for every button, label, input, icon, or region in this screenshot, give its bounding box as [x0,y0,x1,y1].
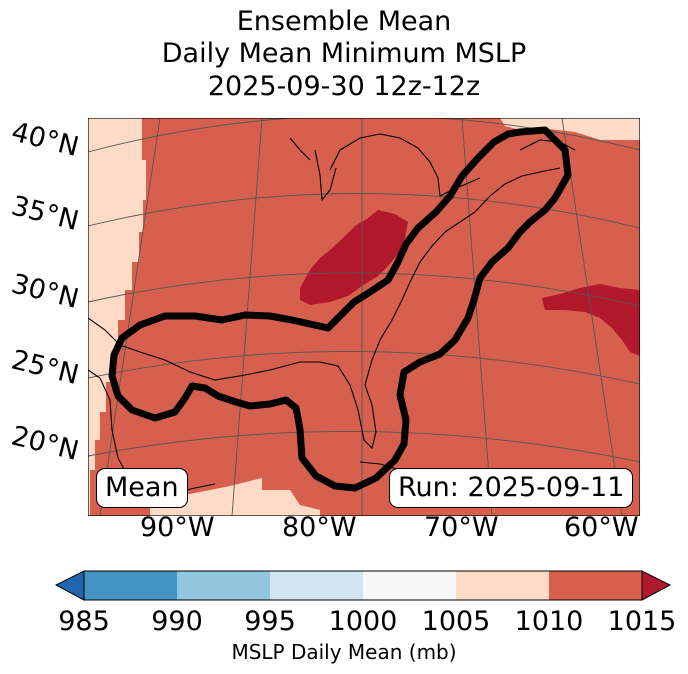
colorbar-label: MSLP Daily Mean (mb) [231,640,457,664]
colorbar-bin-1000-1005 [363,571,456,600]
colorbar-tick-1000: 1000 [328,606,398,637]
title-line-1: Ensemble Mean [236,6,452,37]
lon-label-70w: 70°W [424,512,499,543]
lon-label-60w: 60°W [564,512,639,543]
lon-label-90w: 90°W [140,512,215,543]
pressure-field-above-1015-east [542,284,640,356]
colorbar-tick-1015: 1015 [607,606,677,637]
colorbar-bin-995-1000 [270,571,363,600]
mean-label-box: Mean [96,468,188,508]
colorbar-bin-1005-1010 [456,571,549,600]
colorbar-tick-995: 995 [244,606,296,637]
colorbar-extend-low [54,570,85,601]
pressure-field-1005-1010-west [88,118,146,516]
pressure-field-above-1015-central [300,210,408,305]
colorbar-tick-1010: 1010 [514,606,584,637]
colorbar-bin-990-995 [177,571,270,600]
colorbar-tick-985: 985 [58,606,110,637]
title-line-2: Daily Mean Minimum MSLP [161,38,527,69]
title-line-3: 2025-09-30 12z-12z [207,71,481,102]
mslp-contour [108,126,572,492]
pressure-field-1005-1010-northeast [500,118,640,140]
colorbar-tick-990: 990 [151,606,203,637]
colorbar-bin-985-990 [84,571,177,600]
colorbar-extend-high [641,570,672,601]
lon-label-80w: 80°W [282,512,357,543]
pressure-field-1005-1010-south [150,478,320,516]
colorbar-tick-1005: 1005 [421,606,491,637]
run-date-box: Run: 2025-09-11 [389,468,634,508]
colorbar-bin-1010-1015 [549,571,642,600]
